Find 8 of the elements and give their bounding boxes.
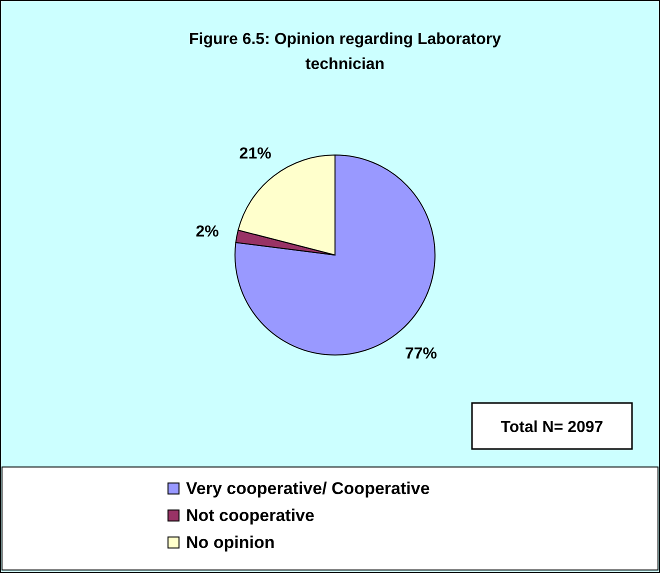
data-label: 77% bbox=[404, 346, 437, 363]
text: Total N= 2097 bbox=[500, 419, 604, 436]
data-label: 2% bbox=[196, 224, 219, 241]
legend-label: No opinion bbox=[186, 533, 275, 552]
legend-label: Very cooperative/ Cooperative bbox=[186, 479, 430, 498]
legend-label: Not cooperative bbox=[186, 506, 314, 525]
chart-title: Figure 6.5: Opinion regarding Laboratory technician bbox=[188, 31, 502, 73]
data-label: 21% bbox=[239, 145, 272, 162]
